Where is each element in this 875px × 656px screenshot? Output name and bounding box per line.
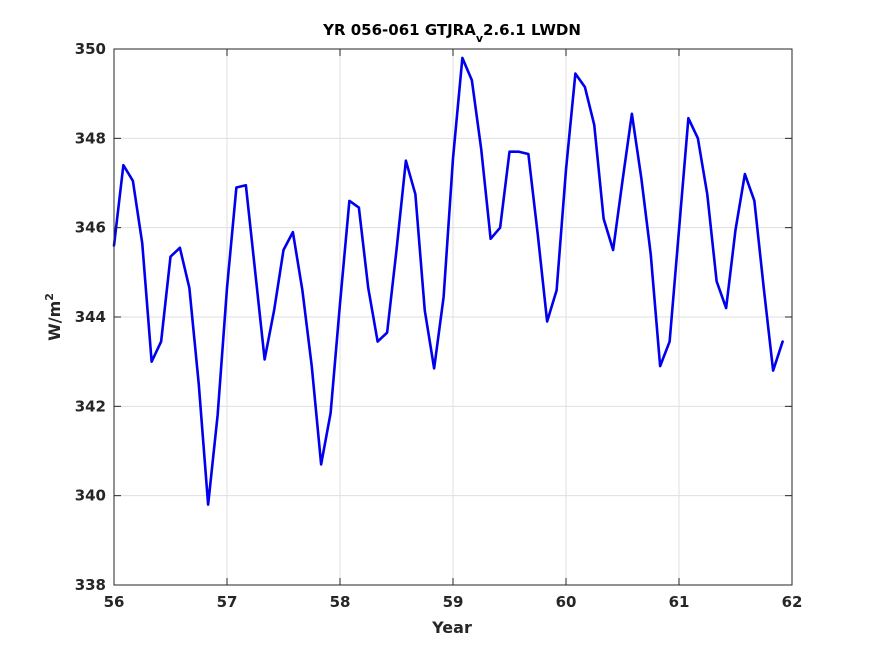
x-tick-label: 60 [556, 593, 577, 611]
ticks: 56 57 58 59 60 61 62 338 340 342 344 346 348 350 [75, 40, 803, 611]
x-tick-label: 57 [217, 593, 238, 611]
y-tick-label: 340 [75, 487, 106, 505]
y-tick-label: 350 [75, 40, 106, 58]
x-tick-label: 58 [330, 593, 351, 611]
y-axis-label-superscript: 2 [43, 293, 56, 301]
y-tick-label: 346 [75, 219, 106, 237]
x-tick-label: 61 [669, 593, 690, 611]
y-tick-label: 338 [75, 576, 106, 594]
chart-title-subscript: v [476, 32, 484, 45]
chart-title-tail: 2.6.1 LWDN [483, 21, 581, 39]
x-tick-label: 62 [782, 593, 803, 611]
y-axis-label: W/m2 [43, 293, 64, 341]
y-tick-label: 344 [75, 308, 106, 326]
data-layer [112, 56, 784, 506]
x-axis-label: Year [431, 618, 472, 637]
y-tick-label: 348 [75, 129, 106, 147]
y-axis-label-main: W/m [45, 301, 64, 341]
chart-title-main: YR 056-061 GTJRA [322, 21, 476, 39]
y-tick-label: 342 [75, 397, 106, 415]
series-line [112, 56, 784, 506]
x-tick-label: 59 [443, 593, 464, 611]
x-tick-label: 56 [104, 593, 125, 611]
chart-title: YR 056-061 GTJRAv2.6.1 LWDN [322, 21, 581, 45]
